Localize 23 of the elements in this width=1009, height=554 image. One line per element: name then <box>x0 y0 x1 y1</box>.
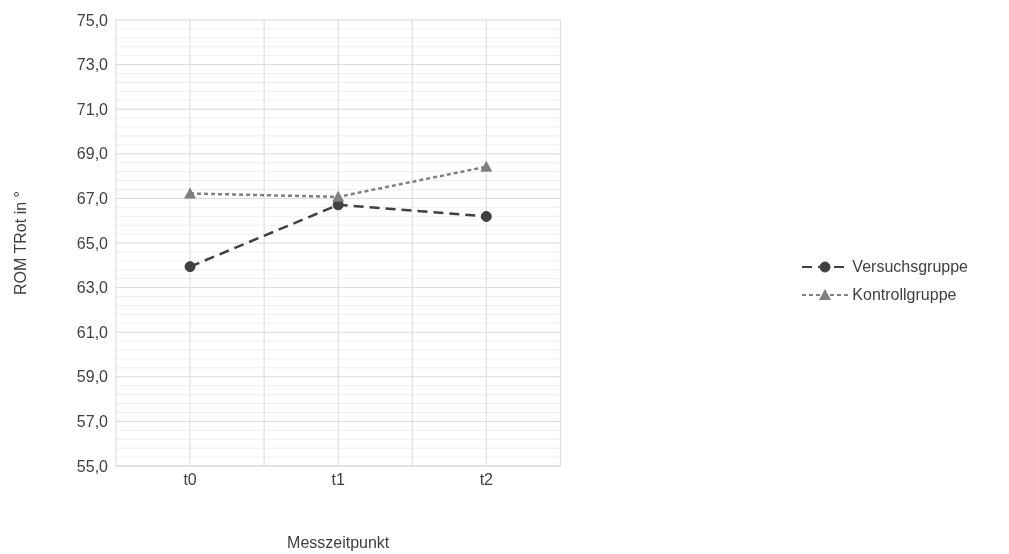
y-tick-label: 69,0 <box>76 145 109 163</box>
point <box>480 210 492 222</box>
y-tick-label: 75,0 <box>76 11 109 29</box>
y-tick-label: 57,0 <box>76 413 109 431</box>
y-tick-label: 73,0 <box>76 56 109 74</box>
x-axis-title: Messzeitpunkt <box>287 534 390 551</box>
point <box>332 190 345 202</box>
point <box>480 160 493 172</box>
y-tick-label: 65,0 <box>76 234 109 252</box>
y-tick-label: 67,0 <box>76 190 109 208</box>
y-tick-label: 59,0 <box>76 368 109 386</box>
y-tick-label: 61,0 <box>76 323 109 341</box>
x-tick-label: t0 <box>183 471 197 489</box>
point <box>184 187 197 199</box>
point <box>184 261 196 273</box>
y-tick-label: 63,0 <box>76 279 109 297</box>
legend-label: Versuchsgruppe <box>852 258 968 276</box>
legend-label: Kontrollgruppe <box>852 286 957 304</box>
x-tick-label: t2 <box>479 471 494 489</box>
y-tick-label: 55,0 <box>76 457 109 475</box>
y-tick-label: 71,0 <box>76 100 109 118</box>
y-axis-title: ROM TRot in ° <box>11 191 29 295</box>
x-tick-label: t1 <box>331 471 345 489</box>
